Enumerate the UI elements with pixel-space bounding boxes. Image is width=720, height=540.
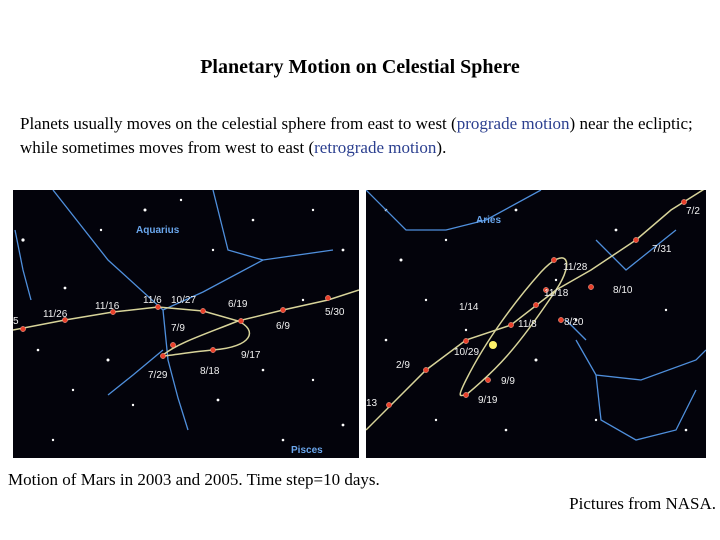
mars-2005-star-chart: Aries 7/2 7/31 11/28 8/10 11/18 1/14 11/… [366, 190, 706, 458]
date-label: 11/16 [95, 301, 120, 312]
retrograde-term: retrograde motion [314, 138, 437, 157]
mars-positions-right [386, 199, 687, 408]
date-label: 8/10 [613, 285, 633, 296]
image-credit: Pictures from NASA. [569, 494, 716, 513]
constellation-label-aquarius: Aquarius [136, 225, 180, 236]
date-label: 7/31 [652, 244, 672, 255]
intro-text-3: ). [436, 138, 447, 157]
mars-positions-left [20, 295, 331, 359]
constellation-lines-left [14, 190, 334, 431]
date-label: 1/14 [459, 302, 479, 313]
date-label: 6/9 [276, 321, 290, 332]
constellation-lines-right [366, 190, 706, 441]
intro-text-2: ) near the ecliptic; while sometimes mov… [20, 114, 693, 157]
constellation-label-aries: Aries [476, 215, 501, 226]
date-label: 11/28 [563, 262, 588, 273]
page-title: Planetary Motion on Celestial Sphere [200, 56, 520, 78]
date-label: 5/30 [325, 307, 345, 318]
date-label: 10/29 [454, 347, 479, 358]
date-label: 9/17 [241, 350, 261, 361]
mars-2003-chart-svg: Aquarius Pisces 5 11/26 11/16 11/6 10/27… [13, 190, 359, 456]
date-label: 9/9 [501, 376, 515, 387]
constellation-label-pisces: Pisces [291, 445, 323, 456]
intro-paragraph: Planets usually moves on the celestial s… [20, 112, 710, 160]
date-label: 2/9 [396, 360, 410, 371]
ecliptic-path-right [366, 190, 705, 431]
mars-2005-chart-svg: Aries 7/2 7/31 11/28 8/10 11/18 1/14 11/… [366, 190, 706, 441]
date-label: 13 [366, 398, 378, 409]
date-label: 8/18 [200, 366, 220, 377]
date-label: 11/8 [518, 319, 537, 330]
prograde-term: prograde motion [456, 114, 570, 133]
figure-caption: Motion of Mars in 2003 and 2005. Time st… [8, 470, 380, 489]
date-label: 7/9 [171, 323, 185, 334]
date-label: 8/20 [564, 317, 584, 328]
date-label: 9/19 [478, 395, 498, 406]
date-label: 11/18 [544, 288, 569, 299]
date-label: 7/29 [148, 370, 168, 381]
date-label: 11/26 [43, 309, 68, 320]
date-label: 10/27 [171, 295, 196, 306]
date-label: 6/19 [228, 299, 248, 310]
mars-2003-star-chart: Aquarius Pisces 5 11/26 11/16 11/6 10/27… [13, 190, 359, 458]
intro-text-1: Planets usually moves on the celestial s… [20, 114, 457, 133]
date-label: 11/6 [143, 295, 162, 306]
date-label: 7/2 [686, 206, 700, 217]
mars-highlight-marker [489, 341, 497, 349]
date-label: 5 [13, 316, 19, 327]
stars-left [21, 198, 345, 442]
